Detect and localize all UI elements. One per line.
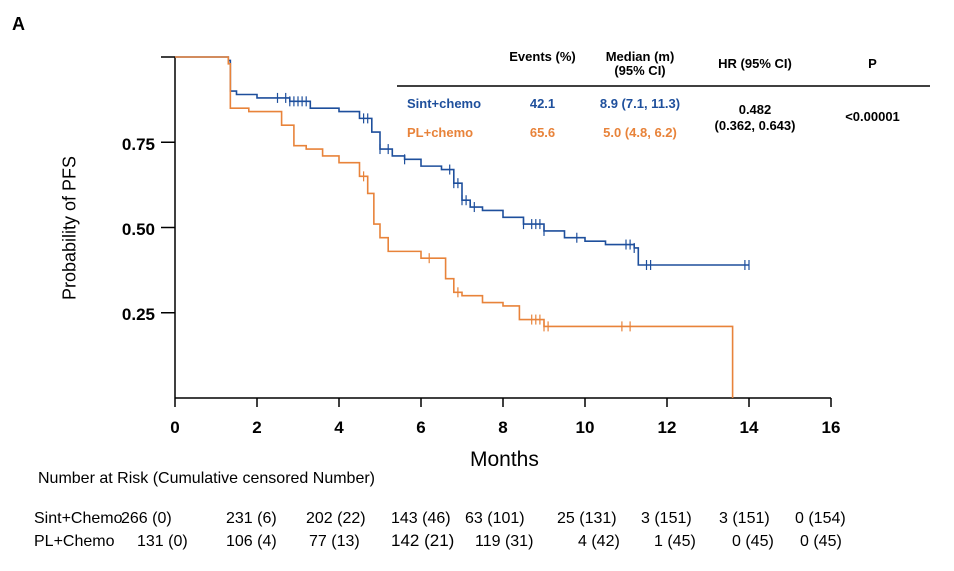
legend-median-pl: 5.0 (4.8, 6.2) [603, 125, 677, 140]
risk-row-label: PL+Chemo [34, 533, 115, 550]
legend-p-value: <0.00001 [845, 109, 900, 124]
axes [161, 56, 832, 407]
risk-table-title: Number at Risk (Cumulative censored Numb… [38, 470, 375, 487]
risk-cell: 119 (31) [475, 533, 534, 550]
legend-row-label-pl: PL+chemo [407, 125, 474, 140]
risk-cell: 266 (0) [121, 510, 172, 527]
risk-cell: 3 (151) [719, 510, 770, 527]
censor-layer [276, 92, 750, 332]
x-tick-label: 0 [170, 418, 180, 437]
risk-row-label: Sint+Chemo [34, 510, 123, 527]
x-tick-label: 2 [252, 418, 262, 437]
legend-row-label-sint: Sint+chemo [407, 96, 482, 111]
legend-events-sint: 42.1 [529, 96, 556, 111]
x-tick-label: 12 [657, 418, 677, 437]
risk-cell: 202 (22) [306, 510, 366, 527]
legend-header-median: Median (m) (95% CI) [605, 49, 675, 78]
risk-cell: 0 (154) [795, 510, 846, 527]
x-tick-label: 6 [416, 418, 426, 437]
x-tick-label: 16 [821, 418, 841, 437]
y-axis-label: Probability of PFS [59, 155, 80, 301]
series-layer [175, 56, 749, 398]
y-tick-label: 0.50 [121, 220, 155, 239]
legend-median-sint: 8.9 (7.1, 11.3) [599, 96, 681, 111]
y-tick-label: 0.25 [121, 305, 155, 324]
legend-hr-value: 0.482 [738, 102, 772, 117]
x-tick-label: 14 [739, 418, 759, 437]
risk-cell: 142 (21) [391, 531, 455, 550]
risk-cell: 4 (42) [578, 533, 620, 550]
risk-cell: 25 (131) [557, 510, 617, 527]
legend-header-p: P [868, 56, 877, 71]
risk-cell: 0 (45) [800, 533, 842, 550]
x-tick-label: 10 [575, 418, 595, 437]
risk-cell: 131 (0) [137, 533, 188, 550]
legend-events-pl: 65.6 [529, 125, 556, 140]
risk-cell: 1 (45) [654, 533, 696, 550]
risk-cell: 106 (4) [226, 533, 277, 550]
series-line-pl-chemo [175, 56, 734, 398]
legend-header-hr: HR (95% CI) [718, 56, 792, 71]
x-tick-label: 4 [334, 418, 344, 437]
series-line-sint-chemo [175, 56, 749, 266]
x-axis-label: Months [470, 448, 539, 471]
risk-cell: 63 (101) [465, 510, 525, 527]
legend-hr-ci: (0.362, 0.643) [714, 118, 796, 133]
risk-cell: 231 (6) [226, 510, 277, 527]
x-tick-label: 8 [498, 418, 508, 437]
risk-cell: 0 (45) [732, 533, 774, 550]
y-tick-label: 0.75 [121, 135, 155, 154]
risk-cell: 3 (151) [641, 510, 692, 527]
legend-header-events: Events (%) [509, 49, 576, 64]
risk-cell: 143 (46) [391, 510, 451, 527]
risk-cell: 77 (13) [309, 533, 360, 550]
panel-label: A [12, 14, 25, 34]
